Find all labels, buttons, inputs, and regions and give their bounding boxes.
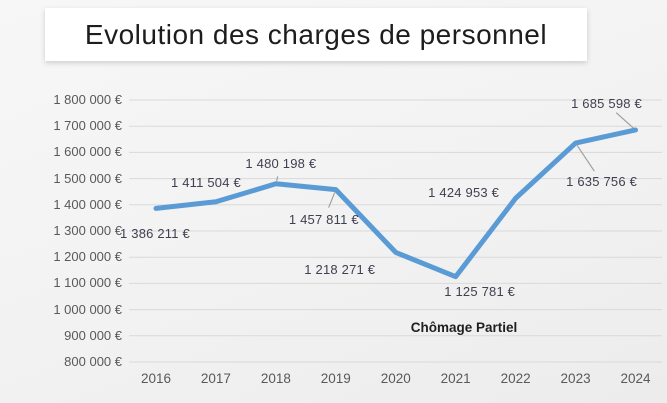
- y-axis-label: 1 200 000 €: [53, 249, 122, 265]
- y-axis-label: 800 000 €: [64, 354, 122, 369]
- data-label: 1 424 953 €: [428, 185, 500, 201]
- y-axis-label: 1 700 000 €: [53, 118, 122, 134]
- chart-title: Evolution des charges de personnel: [84, 18, 548, 50]
- y-axis-label: 1 400 000 €: [53, 196, 122, 212]
- leader-line: [328, 192, 336, 208]
- x-axis-label: 2024: [620, 371, 651, 386]
- x-axis-label: 2021: [440, 371, 471, 386]
- data-label: 1 685 598 €: [571, 95, 642, 111]
- data-label: 1 480 198 €: [245, 155, 317, 171]
- x-axis-label: 2020: [380, 371, 411, 386]
- x-axis-label: 2022: [500, 371, 531, 386]
- x-axis-label: 2018: [260, 371, 291, 386]
- y-axis-label: 1 600 000 €: [53, 144, 122, 160]
- data-label: 1 386 211 €: [120, 226, 190, 242]
- data-label: 1 635 756 €: [566, 174, 638, 190]
- y-axis-label: 1 000 000 €: [53, 301, 122, 317]
- y-axis-label: 900 000 €: [64, 327, 122, 343]
- y-axis-label: 1 500 000 €: [53, 170, 122, 186]
- leader-line: [276, 176, 279, 182]
- data-label: 1 125 781 €: [444, 283, 516, 299]
- x-axis-label: 2019: [320, 371, 351, 386]
- leader-line: [576, 145, 595, 172]
- data-label: 1 218 271 €: [304, 262, 376, 278]
- y-axis-label: 1 300 000 €: [53, 223, 122, 238]
- data-label: 1 457 811 €: [288, 211, 359, 227]
- x-axis-label: 2023: [560, 371, 591, 386]
- series-line: [153, 127, 639, 280]
- x-axis-label: 2017: [200, 371, 231, 386]
- chart-title-box: Evolution des charges de personnel: [45, 8, 587, 61]
- data-label: 1 411 504 €: [170, 174, 241, 190]
- y-axis-label: 1 100 000 €: [53, 275, 122, 291]
- leader-line: [615, 112, 634, 129]
- y-axis-label: 1 800 000 €: [53, 92, 122, 107]
- x-axis-label: 2016: [140, 371, 172, 386]
- annotation-chomage-partiel: Chômage Partiel: [410, 320, 518, 335]
